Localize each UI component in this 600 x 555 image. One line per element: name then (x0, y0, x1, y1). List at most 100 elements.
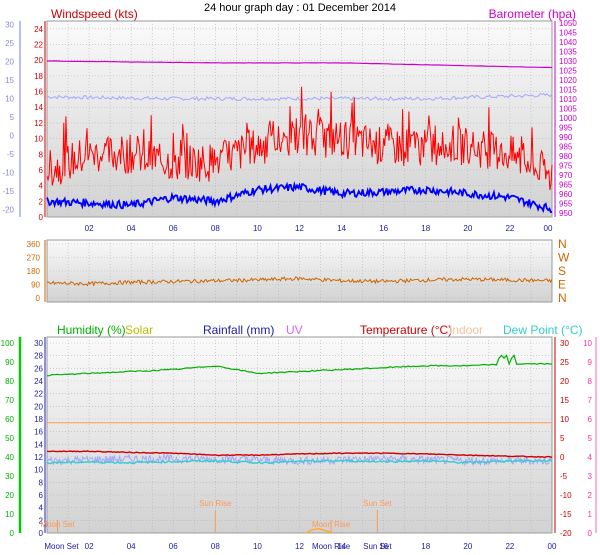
humidity-tick-label: 50 (5, 434, 14, 443)
direction-tick-label: 90 (31, 281, 40, 290)
data-series (46, 60, 553, 534)
uv-tick-label: 10 (583, 339, 592, 348)
temperature-x-tick-label: 12 (295, 542, 304, 551)
barometer-tick-label: 1045 (559, 28, 577, 37)
windspeed-tick-label: 10 (34, 135, 43, 144)
apparent-temperature-line (46, 453, 553, 467)
uv-label: UV (286, 323, 303, 337)
windspeed-tick-label: 24 (34, 25, 43, 34)
rainfall-tick-label: 0 (39, 529, 44, 538)
barometer-axis-label: Barometer (hpa) (489, 7, 576, 21)
temperature-x-tick-label: 18 (421, 542, 430, 551)
sun-moon-events: Moon Set Sun Rise Moon Rise Sun Set (40, 499, 392, 533)
chart-title: 24 hour graph day : 01 December 2014 (204, 2, 396, 14)
x-tick-labels: 02 04 06 08 10 12 14 16 18 20 22 00 Moon Set 02 04 06 08… (44, 224, 557, 551)
temperature-tick-label: 10 (560, 415, 569, 424)
humidity-tick-label: 70 (5, 396, 14, 405)
event-label: Moon Set (40, 520, 75, 529)
rainfall-tick-label: 24 (34, 377, 43, 386)
barometer-tick-label: 985 (559, 143, 573, 152)
temperature-x-tick-label: 14 (337, 542, 346, 551)
temperature-tick-label: 0 (560, 453, 565, 462)
temperature-tick-label: -10 (560, 491, 572, 500)
uv-tick-label: 3 (588, 472, 593, 481)
uv-tick-label: 5 (588, 434, 593, 443)
humidity-tick-label: 60 (5, 415, 14, 424)
windspeed-tick-label: 22 (34, 41, 43, 50)
wind-x-tick-label: 22 (505, 224, 514, 233)
direction-tick-label: 360 (27, 240, 41, 249)
temperature-tick-label: 25 (560, 358, 569, 367)
temperature-x-tick-label: 22 (505, 542, 514, 551)
dewpoint-line (46, 458, 553, 465)
rainfall-tick-label: 6 (39, 491, 44, 500)
wind-x-tick-label: 02 (85, 224, 94, 233)
chill-tick-label: -10 (2, 169, 14, 178)
barometer-line (47, 60, 553, 69)
chill-tick-label: 30 (5, 21, 14, 30)
temperature-x-tick-label: 06 (169, 542, 178, 551)
barometer-tick-label: 1000 (559, 114, 577, 123)
compass-tick-label: W (558, 251, 570, 265)
uv-tick-label: 8 (588, 377, 593, 386)
windspeed-axis-label: Windspeed (kts) (51, 7, 138, 21)
rainfall-tick-label: 30 (34, 339, 43, 348)
barometer-tick-label: 1010 (559, 95, 577, 104)
barometer-tick-label: 995 (559, 124, 573, 133)
wind-x-tick-label: 08 (211, 224, 220, 233)
wind-x-tick-label: 10 (253, 224, 262, 233)
chill-tick-label: 10 (5, 95, 14, 104)
chill-tick-label: -15 (2, 187, 14, 196)
rainfall-tick-label: 8 (39, 478, 44, 487)
compass-tick-label: N (558, 237, 567, 251)
wind-x-tick-label: 00 (544, 224, 553, 233)
grid-lines (47, 21, 552, 534)
event-label: Moon Rise (312, 520, 351, 529)
windspeed-tick-label: 18 (34, 72, 43, 81)
wind-x-tick-label: 18 (421, 224, 430, 233)
humidity-tick-label: 0 (10, 529, 15, 538)
barometer-tick-label: 1015 (559, 86, 577, 95)
axis-ticks: 242220181614121086420302520151050-5-10-1… (1, 19, 597, 538)
temperature-label: Temperature (°C) (360, 323, 452, 337)
temperature-x-tick-label: 00 (548, 542, 557, 551)
rainfall-tick-label: 4 (39, 504, 44, 513)
dewpoint-label: Dew Point (°C) (503, 323, 582, 337)
windspeed-tick-label: 14 (34, 103, 43, 112)
wind-x-tick-label: 14 (337, 224, 346, 233)
humidity-tick-label: 40 (5, 453, 14, 462)
indoor-label: Indoor (449, 323, 483, 337)
barometer-tick-label: 955 (559, 200, 573, 209)
rainfall-tick-label: 22 (34, 390, 43, 399)
humidity-tick-label: 100 (1, 339, 15, 348)
temperature-panel-bg (46, 336, 553, 534)
rainfall-tick-label: 20 (34, 402, 43, 411)
wind-x-tick-label: 06 (169, 224, 178, 233)
barometer-tick-label: 950 (559, 209, 573, 218)
compass-tick-label: S (558, 264, 566, 278)
uv-tick-label: 2 (588, 491, 593, 500)
rainfall-tick-label: 10 (34, 466, 43, 475)
humidity-tick-label: 90 (5, 358, 14, 367)
uv-tick-label: 0 (588, 529, 593, 538)
uv-tick-label: 4 (588, 453, 593, 462)
rainfall-tick-label: 18 (34, 415, 43, 424)
chill-tick-label: 20 (5, 58, 14, 67)
barometer-tick-label: 990 (559, 133, 573, 142)
temperature-x-tick-label: Moon Set (44, 542, 79, 551)
chill-tick-label: 15 (5, 76, 14, 85)
rainfall-tick-label: 2 (39, 516, 44, 525)
barometer-tick-label: 965 (559, 181, 573, 190)
windspeed-tick-label: 2 (39, 197, 44, 206)
temperature-x-tick-label: 20 (463, 542, 472, 551)
solar-label: Solar (125, 323, 153, 337)
temperature-x-tick-label: Sun Set (363, 542, 392, 551)
chill-tick-label: 5 (10, 113, 15, 122)
barometer-tick-label: 975 (559, 162, 573, 171)
wind-average-line (46, 180, 553, 214)
windspeed-tick-label: 20 (34, 56, 43, 65)
chill-tick-label: -5 (7, 150, 15, 159)
temperature-tick-label: 20 (560, 377, 569, 386)
